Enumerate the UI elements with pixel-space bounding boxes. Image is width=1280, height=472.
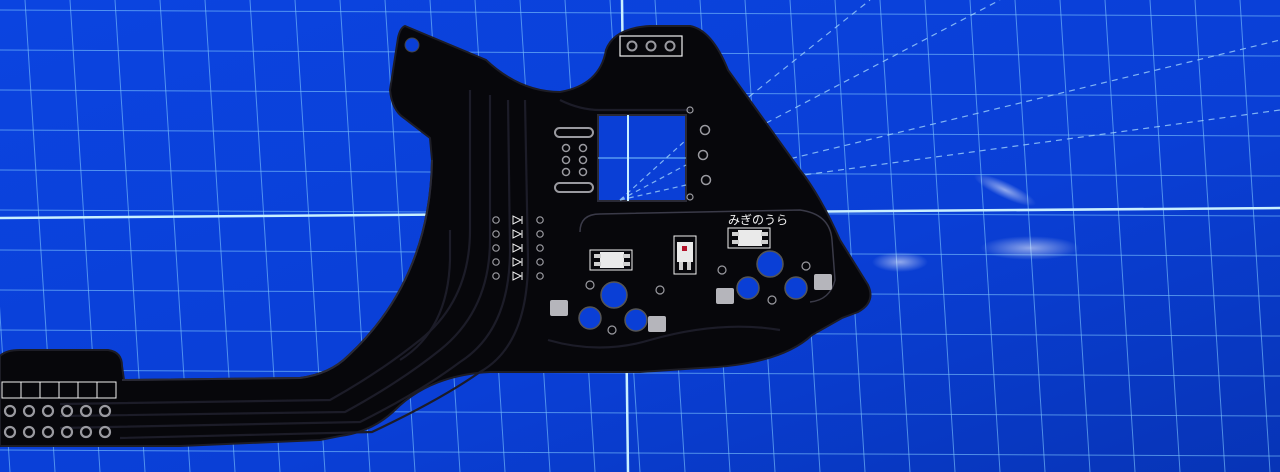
grid-line bbox=[1104, 0, 1136, 472]
via-hole bbox=[492, 258, 500, 266]
via-hole bbox=[686, 193, 694, 201]
switch-outline bbox=[579, 209, 836, 303]
grid-line bbox=[924, 0, 956, 472]
grid-line bbox=[879, 0, 911, 472]
header-outline bbox=[619, 35, 683, 57]
via-grid bbox=[492, 215, 544, 281]
pad bbox=[3, 404, 17, 418]
grid-line bbox=[969, 0, 1001, 472]
pad bbox=[79, 425, 93, 439]
via-hole bbox=[697, 149, 709, 161]
via-hole bbox=[492, 230, 500, 238]
via-hole bbox=[492, 216, 500, 224]
grid-line bbox=[1059, 0, 1091, 472]
grid-line bbox=[1239, 0, 1271, 472]
led-right bbox=[727, 227, 771, 249]
switch-footprint-left bbox=[550, 280, 666, 335]
via-hole bbox=[699, 124, 711, 136]
via-hole bbox=[492, 272, 500, 280]
connector-slot bbox=[554, 182, 594, 193]
pad bbox=[41, 425, 55, 439]
pad bbox=[22, 425, 36, 439]
grid-line bbox=[834, 0, 866, 472]
diode-mark bbox=[512, 257, 523, 267]
header-pin bbox=[645, 40, 657, 52]
glare-spot bbox=[980, 236, 1080, 260]
connector-slot bbox=[554, 127, 594, 138]
via-hole bbox=[536, 230, 544, 238]
pcb-traces bbox=[59, 90, 781, 440]
grid-line bbox=[0, 9, 1280, 17]
diode-mark bbox=[512, 229, 523, 239]
connector-pins bbox=[561, 143, 588, 177]
pcb-board: みぎのうら bbox=[0, 24, 872, 447]
via-hole bbox=[492, 244, 500, 252]
diode-mark bbox=[512, 271, 523, 281]
via-hole bbox=[536, 258, 544, 266]
via-hole bbox=[700, 174, 712, 186]
grid-line bbox=[1149, 0, 1181, 472]
header-pin bbox=[664, 40, 676, 52]
led-left bbox=[589, 249, 633, 271]
via-hole bbox=[686, 106, 694, 114]
via-hole bbox=[536, 272, 544, 280]
diode-mark bbox=[512, 243, 523, 253]
pad bbox=[98, 404, 112, 418]
pad bbox=[22, 404, 36, 418]
silk-box bbox=[96, 381, 117, 399]
led-center bbox=[673, 235, 697, 275]
mounting-hole bbox=[404, 37, 420, 53]
header-pin bbox=[626, 40, 638, 52]
pad bbox=[60, 404, 74, 418]
silkscreen-label: みぎのうら bbox=[728, 213, 788, 227]
glare-spot bbox=[872, 252, 928, 272]
pcb-edge-highlight bbox=[121, 159, 433, 381]
diode-mark bbox=[512, 215, 523, 225]
pad bbox=[98, 425, 112, 439]
via-hole bbox=[536, 216, 544, 224]
grid-line bbox=[0, 449, 1280, 457]
via-hole bbox=[536, 244, 544, 252]
pad bbox=[3, 425, 17, 439]
grid-line bbox=[1194, 0, 1226, 472]
edge-connector bbox=[1, 381, 117, 439]
pad bbox=[60, 425, 74, 439]
pad bbox=[79, 404, 93, 418]
glare-spot bbox=[974, 173, 1036, 207]
pad bbox=[41, 404, 55, 418]
switch-footprint-right bbox=[716, 250, 832, 305]
